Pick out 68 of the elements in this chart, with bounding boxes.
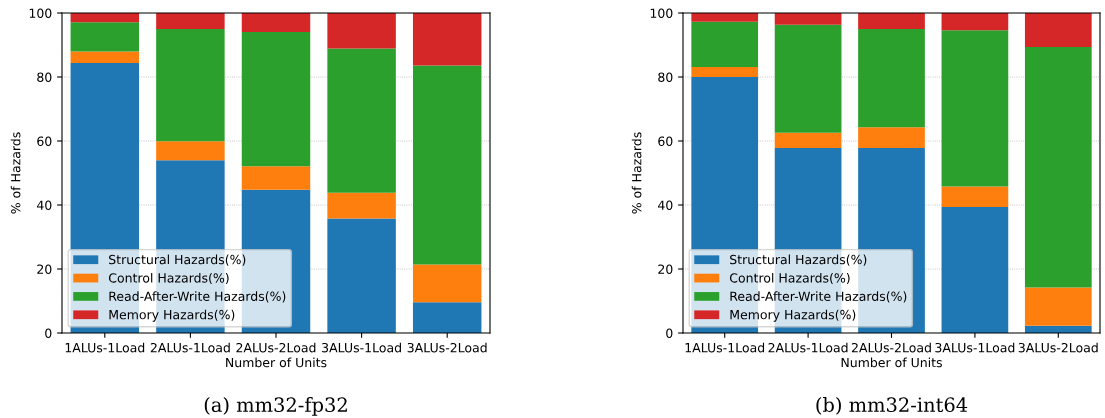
x-tick-label: 2ALUs-1Load: [768, 342, 848, 353]
bar: [1024, 46, 1092, 288]
x-axis-title: Number of Units: [226, 357, 327, 368]
y-tick-label: 60: [658, 136, 673, 146]
bar: [327, 13, 396, 49]
text: (b) mm32-int64: [816, 397, 968, 415]
bar: [691, 13, 759, 22]
y-tick-label: 80: [37, 72, 52, 82]
bar: [327, 218, 396, 333]
legend-label: Control Hazards(%): [108, 272, 229, 285]
bar: [412, 264, 482, 303]
x-tick-label: 2ALUs-2Load: [851, 342, 931, 353]
bar: [941, 30, 1009, 187]
x-tick-label: 3ALUs-2Load: [407, 342, 487, 353]
y-tick-label: 100: [650, 8, 673, 18]
y-tick-label: 40: [36, 200, 52, 210]
bar: [241, 31, 311, 167]
bar: [774, 132, 842, 149]
y-axis-title: % of Hazards: [631, 132, 642, 214]
text: (a) mm32-fp32: [204, 397, 347, 416]
legend-label: Control Hazards(%): [729, 272, 850, 285]
y-axis-title: % of Hazards: [10, 132, 21, 214]
bar: [941, 186, 1009, 207]
bar: [156, 29, 225, 142]
bar: [774, 13, 842, 25]
bar: [691, 21, 759, 68]
bar: [70, 51, 140, 63]
bar: [858, 127, 925, 149]
bar: [241, 13, 311, 32]
x-tick-label: 3ALUs-1Load: [322, 342, 401, 353]
bar: [1024, 287, 1092, 326]
x-axis-title: Number of Units: [841, 357, 942, 368]
legend-label: Structural Hazards(%): [109, 254, 246, 266]
legend-label: Memory Hazards(%): [109, 309, 235, 322]
bar: [156, 13, 225, 29]
bar: [156, 141, 225, 161]
bar: [774, 24, 842, 133]
bar: [327, 192, 396, 219]
bar: [941, 206, 1009, 333]
x-tick-label: 1ALUs-1Load: [65, 342, 145, 353]
bar: [941, 13, 1009, 31]
x-tick-label: 2ALUs-2Load: [236, 342, 316, 353]
bar: [327, 48, 396, 193]
y-tick-label: 20: [658, 264, 673, 274]
bar: [858, 29, 925, 128]
y-tick-label: 0: [666, 328, 673, 338]
y-tick-label: 0: [45, 328, 52, 338]
bar: [412, 302, 482, 333]
y-tick-label: 80: [658, 72, 673, 82]
bar: [1024, 13, 1092, 47]
bar: [858, 13, 925, 29]
legend-label: Structural Hazards(%): [730, 254, 867, 266]
bar: [241, 166, 311, 190]
legend-label: Memory Hazards(%): [730, 309, 856, 322]
bar: [412, 13, 482, 66]
legend-label: Read-After-Write Hazards(%): [109, 291, 286, 303]
y-tick-label: 100: [29, 8, 52, 18]
legend-label: Read-After-Write Hazards(%): [730, 291, 907, 303]
bar: [412, 65, 482, 265]
x-tick-label: 1ALUs-1Load: [685, 342, 765, 353]
bar: [70, 22, 140, 52]
x-tick-label: 3ALUs-1Load: [935, 342, 1015, 353]
x-tick-label: 2ALUs-1Load: [150, 342, 230, 353]
x-tick-label: 3ALUs-2Load: [1018, 342, 1098, 353]
bar: [691, 67, 759, 77]
y-tick-label: 60: [37, 136, 52, 146]
y-tick-label: 20: [37, 264, 52, 274]
y-tick-label: 40: [657, 200, 673, 210]
